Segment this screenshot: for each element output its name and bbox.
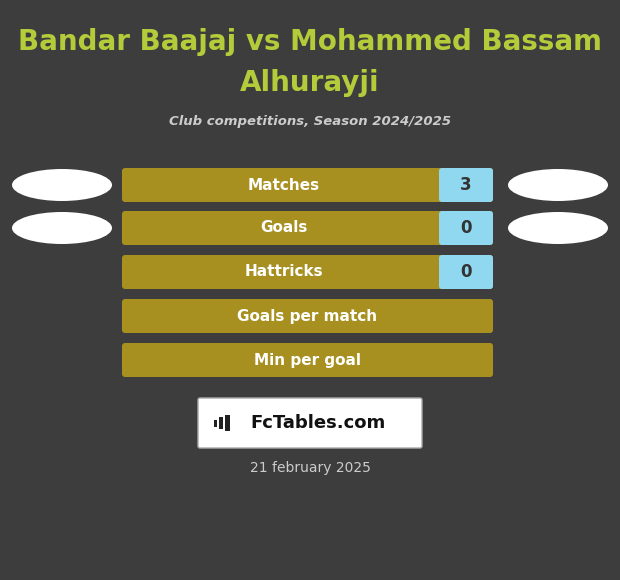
FancyBboxPatch shape: [439, 211, 493, 245]
FancyBboxPatch shape: [225, 415, 230, 431]
Text: Alhurayji: Alhurayji: [240, 69, 380, 97]
Ellipse shape: [508, 212, 608, 244]
Text: Bandar Baajaj vs Mohammed Bassam: Bandar Baajaj vs Mohammed Bassam: [18, 28, 602, 56]
Text: Goals: Goals: [260, 220, 307, 235]
FancyBboxPatch shape: [122, 211, 493, 245]
FancyBboxPatch shape: [214, 419, 217, 426]
Text: Matches: Matches: [247, 177, 319, 193]
FancyBboxPatch shape: [219, 417, 223, 429]
Text: Hattricks: Hattricks: [244, 264, 323, 280]
FancyBboxPatch shape: [122, 255, 493, 289]
Text: Goals per match: Goals per match: [237, 309, 378, 324]
Ellipse shape: [508, 169, 608, 201]
FancyBboxPatch shape: [122, 343, 493, 377]
Text: 21 february 2025: 21 february 2025: [250, 461, 370, 475]
Text: Club competitions, Season 2024/2025: Club competitions, Season 2024/2025: [169, 115, 451, 129]
Text: Min per goal: Min per goal: [254, 353, 361, 368]
FancyBboxPatch shape: [439, 255, 493, 289]
FancyBboxPatch shape: [198, 398, 422, 448]
Text: 3: 3: [460, 176, 472, 194]
FancyBboxPatch shape: [439, 168, 493, 202]
Ellipse shape: [12, 169, 112, 201]
Text: 0: 0: [460, 219, 472, 237]
Text: 0: 0: [460, 263, 472, 281]
Text: FcTables.com: FcTables.com: [250, 414, 386, 432]
FancyBboxPatch shape: [122, 168, 493, 202]
FancyBboxPatch shape: [122, 299, 493, 333]
Ellipse shape: [12, 212, 112, 244]
